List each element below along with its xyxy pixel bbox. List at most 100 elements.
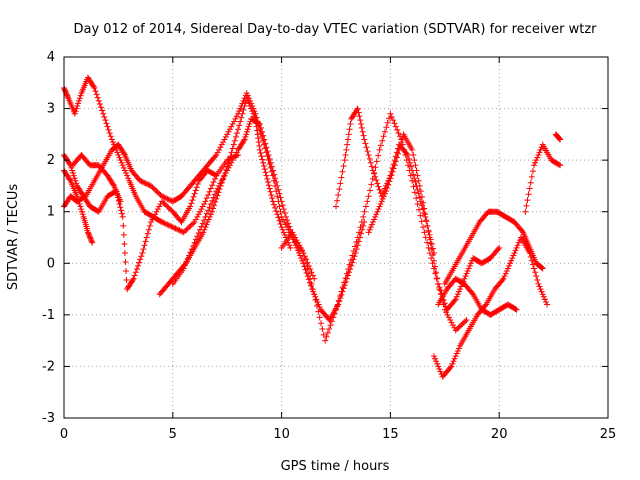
data-point bbox=[421, 229, 428, 236]
y-tick-label: 3 bbox=[47, 102, 55, 117]
data-point bbox=[528, 173, 535, 180]
data-point bbox=[160, 199, 167, 206]
data-point bbox=[62, 87, 69, 94]
data-point bbox=[534, 154, 541, 161]
data-point bbox=[420, 224, 427, 231]
chart-title: Day 012 of 2014, Sidereal Day-to-day VTE… bbox=[73, 22, 597, 37]
data-point bbox=[297, 244, 304, 251]
data-point bbox=[415, 206, 422, 213]
data-point bbox=[87, 235, 94, 242]
data-point bbox=[384, 184, 391, 191]
data-point bbox=[448, 363, 455, 370]
data-point bbox=[258, 153, 265, 160]
data-point bbox=[260, 159, 267, 166]
data-point bbox=[541, 296, 548, 303]
data-point bbox=[535, 151, 542, 158]
data-point bbox=[248, 105, 255, 112]
data-point bbox=[74, 193, 81, 200]
data-point bbox=[273, 179, 280, 186]
data-point bbox=[420, 206, 427, 213]
data-point bbox=[436, 284, 443, 291]
data-point bbox=[86, 231, 93, 238]
data-point bbox=[305, 276, 312, 283]
data-point bbox=[388, 113, 395, 120]
data-point bbox=[263, 172, 270, 179]
data-point bbox=[182, 262, 189, 269]
data-point bbox=[173, 226, 180, 233]
data-point bbox=[193, 184, 200, 191]
data-point bbox=[210, 205, 217, 212]
data-point bbox=[194, 180, 201, 187]
data-point bbox=[452, 353, 459, 360]
data-point bbox=[350, 248, 357, 255]
data-point bbox=[436, 366, 443, 373]
data-point bbox=[462, 273, 469, 280]
data-point bbox=[429, 251, 436, 258]
data-point bbox=[245, 100, 252, 107]
series-sat-i bbox=[333, 105, 437, 256]
data-point bbox=[313, 302, 320, 309]
data-point bbox=[262, 140, 269, 147]
data-point bbox=[456, 323, 463, 330]
data-point bbox=[104, 123, 111, 130]
data-point bbox=[354, 242, 361, 249]
data-point bbox=[199, 220, 206, 227]
data-point bbox=[202, 224, 209, 231]
data-point bbox=[209, 182, 216, 189]
data-point bbox=[404, 151, 411, 158]
data-point bbox=[383, 188, 390, 195]
data-point bbox=[121, 167, 128, 174]
data-point bbox=[417, 212, 424, 219]
data-point bbox=[305, 262, 312, 269]
data-point bbox=[405, 155, 412, 162]
data-point bbox=[373, 158, 380, 165]
data-point bbox=[180, 265, 187, 272]
data-point bbox=[255, 135, 262, 142]
data-point bbox=[445, 314, 452, 321]
data-point bbox=[352, 243, 359, 250]
data-point bbox=[316, 314, 323, 321]
data-point bbox=[191, 190, 198, 197]
data-point bbox=[266, 155, 273, 162]
data-point bbox=[186, 252, 193, 259]
data-point bbox=[342, 151, 349, 158]
data-point bbox=[430, 257, 437, 264]
data-point bbox=[74, 102, 81, 109]
data-point bbox=[519, 228, 526, 235]
data-point bbox=[449, 322, 456, 329]
data-point bbox=[264, 175, 271, 182]
data-point bbox=[429, 245, 436, 252]
x-tick-label: 15 bbox=[382, 427, 399, 442]
data-point bbox=[422, 211, 429, 218]
series-sat-e bbox=[69, 151, 124, 205]
data-point bbox=[449, 360, 456, 367]
data-point bbox=[161, 194, 168, 201]
data-point bbox=[463, 270, 470, 277]
data-point bbox=[307, 266, 314, 273]
data-point bbox=[266, 185, 273, 192]
data-point bbox=[371, 216, 378, 223]
data-point bbox=[75, 97, 82, 104]
data-point bbox=[240, 137, 247, 144]
data-point bbox=[286, 223, 293, 230]
data-point bbox=[535, 280, 542, 287]
data-point bbox=[237, 118, 244, 125]
data-point bbox=[272, 204, 279, 211]
data-point bbox=[377, 200, 384, 207]
data-point bbox=[375, 183, 382, 190]
data-point bbox=[373, 177, 380, 184]
data-point bbox=[276, 203, 283, 210]
data-point bbox=[158, 198, 165, 205]
data-point bbox=[294, 239, 301, 246]
data-point bbox=[301, 255, 308, 262]
data-point bbox=[243, 90, 250, 97]
data-point bbox=[256, 142, 263, 149]
data-point bbox=[270, 171, 277, 178]
data-point bbox=[136, 259, 143, 266]
data-point bbox=[106, 130, 113, 137]
data-point bbox=[118, 159, 125, 166]
data-point bbox=[338, 174, 345, 181]
data-point bbox=[367, 224, 374, 231]
data-point bbox=[453, 293, 460, 300]
data-point bbox=[187, 249, 194, 256]
